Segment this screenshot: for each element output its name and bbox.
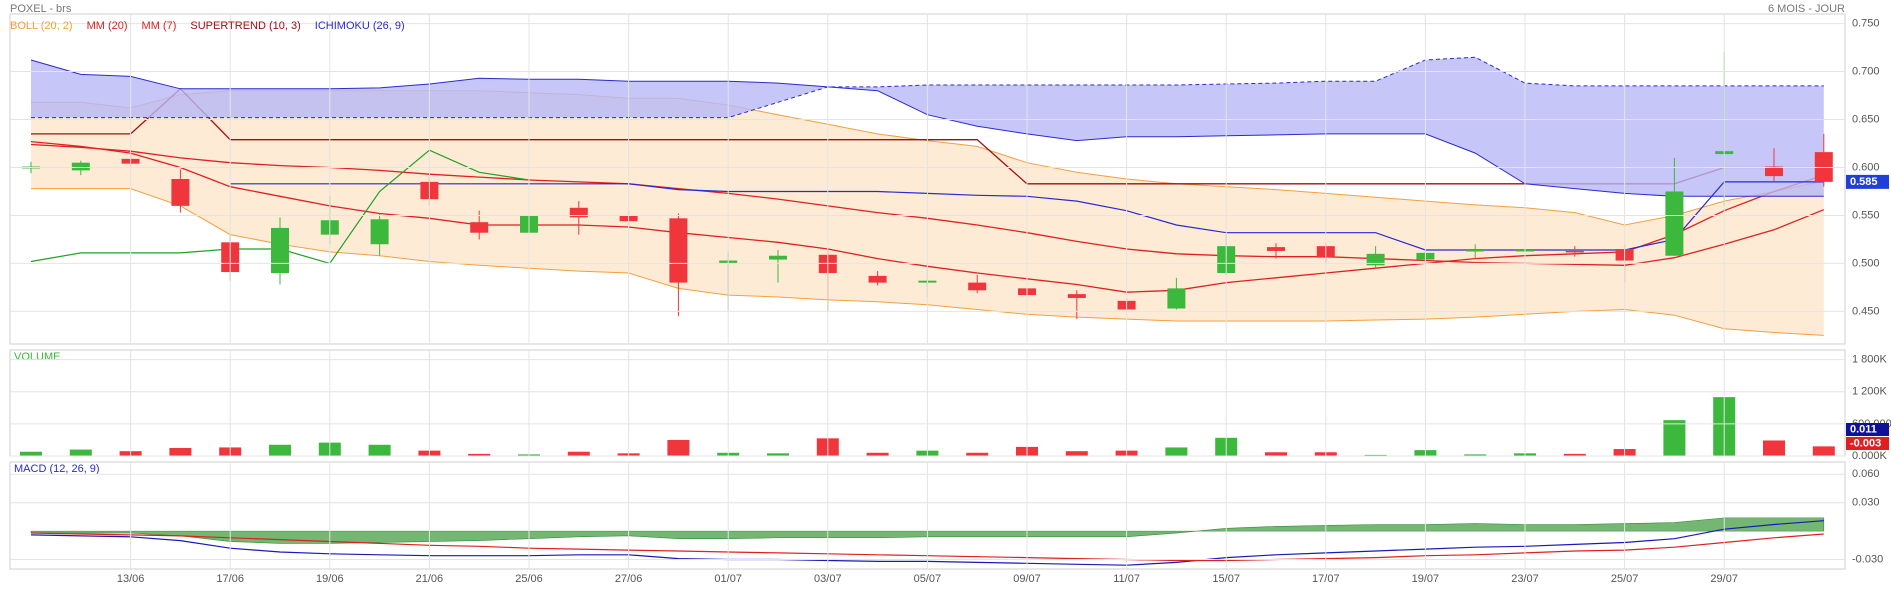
volume-bar [1065,451,1088,456]
legend-entry: BOLL (20, 2) [10,20,73,32]
candle-body [171,179,190,206]
pane [20,397,1835,456]
ichimoku-cloud [31,57,1824,197]
candle-body [569,207,588,218]
volume-bar [567,451,590,456]
volume-bar [1464,454,1487,456]
value-tag [1846,423,1889,436]
chart-subtitle: 6 MOIS - JOUR [1768,3,1845,15]
candle-body [769,255,787,260]
y-tick-label: 0.000K [1852,450,1888,462]
volume-title: VOLUME [14,351,60,363]
y-tick-label: 0.030 [1852,497,1880,509]
volume-bar [269,444,291,456]
y-tick-label: 0.060 [1852,468,1880,480]
y-tick-label: 0.450 [1852,305,1880,317]
candle-body [1765,166,1783,177]
volume-bar [866,452,889,456]
legend-entry: SUPERTREND (10, 3) [190,20,300,32]
candle-body [1267,247,1285,251]
candle-body [1167,288,1186,309]
volume-bar [20,451,42,456]
candle-body [271,227,289,274]
y-tick-label: 0.700 [1852,65,1880,77]
y-tick-label: 0.550 [1852,209,1880,221]
x-tick-label: 29/07 [1710,573,1738,585]
candle-body [968,282,987,291]
volume-bar [69,449,92,456]
volume-bar [368,444,391,456]
volume-bar [1812,446,1835,456]
x-tick-label: 19/07 [1412,573,1440,585]
value-tag [1846,437,1889,450]
volume-bar [767,453,789,456]
volume-bar [966,452,989,456]
volume-bar [468,453,491,456]
volume-bar [1364,454,1387,456]
x-tick-label: 09/07 [1013,573,1041,585]
x-tick-label: 15/07 [1212,573,1240,585]
candle-body [1366,253,1385,266]
x-tick-label: 13/06 [117,573,145,585]
x-tick-label: 25/06 [515,573,543,585]
candle-body [669,218,688,283]
candle-body [470,222,489,233]
legend-entry: ICHIMOKU (26, 9) [315,20,405,32]
x-tick-label: 11/07 [1113,573,1140,585]
y-tick-label: 0.750 [1852,17,1880,29]
macd-title: MACD (12, 26, 9) [14,463,100,475]
x-tick-label: 19/06 [316,573,344,585]
volume-bar [169,447,192,456]
legend-entry: MM (20) [87,20,128,32]
histogram-area [30,517,1825,544]
x-tick-label: 01/07 [714,573,742,585]
volume-bar [1165,447,1188,456]
y-tick-label: 0.600 [1852,161,1880,173]
chart-title: POXEL - brs [10,3,72,15]
x-tick-label: 17/06 [216,573,244,585]
y-tick-label: 1 800K [1852,354,1888,366]
value-tag-label: 0.011 [1850,423,1877,435]
candle-body [1067,294,1086,298]
y-tick-label: 0.500 [1852,257,1880,269]
x-tick-label: 21/06 [416,573,444,585]
value-tag-label: -0.003 [1850,437,1881,449]
candle-body [1665,191,1684,256]
volume-bar [1663,420,1686,456]
candle-body [1565,250,1584,253]
x-tick-label: 25/07 [1611,573,1639,585]
volume-bar [667,439,690,456]
candle-body [1466,249,1485,252]
last-price-tag [1846,174,1889,189]
x-tick-label: 27/06 [615,573,643,585]
y-tick-label: 1 200K [1852,386,1888,398]
x-tick-label: 03/07 [814,573,842,585]
volume-bar [1763,440,1785,456]
x-tick-label: 17/07 [1312,573,1340,585]
volume-bar [1563,453,1586,456]
legend-entry: MM (7) [142,20,177,32]
last-price-label: 0.585 [1850,176,1878,188]
candle-body [71,162,90,171]
y-tick-label: 0.650 [1852,113,1880,125]
x-tick-label: 05/07 [914,573,942,585]
y-tick-label: -0.030 [1852,553,1883,565]
x-tick-label: 23/07 [1511,573,1539,585]
volume-bar [1265,452,1287,456]
candle-body [370,219,389,245]
candle-body [868,275,887,283]
